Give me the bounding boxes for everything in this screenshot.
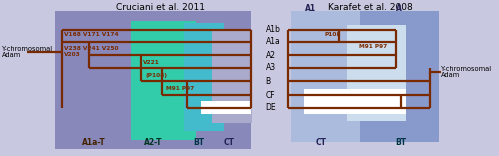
Text: A2: A2 xyxy=(265,51,275,59)
Text: CT: CT xyxy=(315,138,326,147)
Text: Adam: Adam xyxy=(441,72,461,78)
Bar xyxy=(347,25,406,121)
Text: P108: P108 xyxy=(325,32,341,37)
Bar xyxy=(212,29,252,123)
Text: V168 V171 V174: V168 V171 V174 xyxy=(64,32,119,37)
Text: BT: BT xyxy=(193,138,204,147)
Text: CT: CT xyxy=(224,138,235,147)
Text: A2-T: A2-T xyxy=(144,138,162,147)
Text: V203: V203 xyxy=(64,51,81,56)
Bar xyxy=(201,101,251,114)
Text: (P108): (P108) xyxy=(145,73,167,78)
Bar xyxy=(291,11,439,142)
Text: Karafet et al. 2008: Karafet et al. 2008 xyxy=(328,3,413,12)
Text: M91 P97: M91 P97 xyxy=(166,86,195,92)
Bar xyxy=(184,23,225,131)
Text: DE: DE xyxy=(265,103,276,112)
Text: Y-chromosomal: Y-chromosomal xyxy=(441,66,493,72)
Text: V221: V221 xyxy=(143,61,160,66)
Text: A1b: A1b xyxy=(265,25,280,34)
Text: A1: A1 xyxy=(305,4,316,13)
Bar xyxy=(55,11,251,149)
Text: BT: BT xyxy=(396,138,407,147)
Text: Cruciani et al. 2011: Cruciani et al. 2011 xyxy=(116,3,205,12)
Bar xyxy=(304,89,406,114)
Text: Y-chromosomal: Y-chromosomal xyxy=(2,46,53,52)
Text: V238 V241 V250: V238 V241 V250 xyxy=(64,46,118,51)
Text: M91 P97: M91 P97 xyxy=(359,44,387,49)
Text: A1a: A1a xyxy=(265,37,280,46)
Bar xyxy=(291,11,360,142)
Text: Adam: Adam xyxy=(2,52,21,58)
Text: B: B xyxy=(265,76,270,85)
Text: CF: CF xyxy=(265,90,275,100)
Bar xyxy=(131,21,196,140)
Text: A3: A3 xyxy=(265,63,275,73)
Text: A1a-T: A1a-T xyxy=(82,138,105,147)
Text: A: A xyxy=(396,4,402,13)
